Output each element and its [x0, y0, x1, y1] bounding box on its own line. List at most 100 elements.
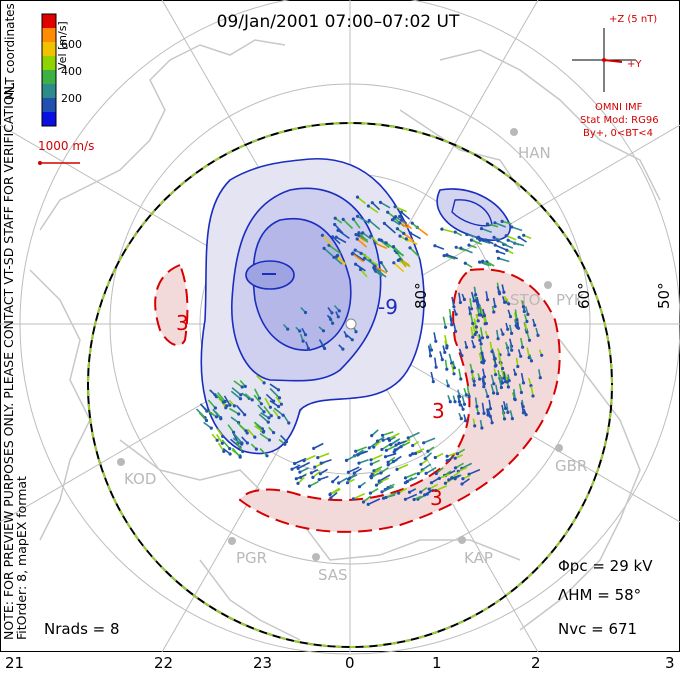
velocity-vector-origin [522, 233, 526, 237]
velocity-vector-origin [445, 344, 449, 348]
velocity-vector [405, 238, 418, 246]
velocity-vector [321, 234, 332, 246]
velocity-vector [394, 205, 407, 213]
pole-marker [345, 318, 357, 330]
velocity-vector-origin [488, 407, 493, 411]
velocity-colorbar [41, 13, 57, 127]
velocity-vector-origin [446, 384, 450, 388]
velocity-vector-origin [461, 407, 465, 411]
velocity-vector [470, 313, 474, 324]
velocity-vector-origin [312, 446, 316, 450]
velocity-vector-origin [476, 411, 480, 415]
velocity-vector-origin [452, 372, 456, 376]
contour-label-negative: -9 [378, 295, 398, 319]
preview-notice: NOTE: FOR PREVIEW PURPOSES ONLY. PLEASE … [1, 82, 16, 640]
velocity-vector [493, 355, 497, 366]
hm-boundary [87, 122, 613, 648]
velocity-vector [263, 405, 272, 417]
velocity-vector-origin [493, 221, 497, 225]
mlt-label-0: 0 [345, 654, 355, 672]
velocity-vector-origin [331, 235, 335, 239]
velocity-vector-origin [318, 472, 322, 476]
colorbar-swatch [42, 56, 56, 70]
velocity-vector-origin [517, 235, 521, 239]
velocity-vector-origin [486, 298, 490, 302]
velocity-vector-origin [413, 451, 418, 456]
velocity-vector-origin [480, 426, 484, 430]
velocity-vector [273, 407, 284, 416]
velocity-vector [395, 440, 407, 446]
velocity-vector-origin [423, 456, 427, 461]
velocity-vector-origin [505, 248, 509, 252]
map-title: 09/Jan/2001 07:00–07:02 UT [217, 12, 460, 32]
velocity-vector-origin [266, 420, 270, 424]
velocity-vector-origin [482, 375, 487, 379]
velocity-vector-origin [372, 469, 376, 473]
velocity-vector [328, 244, 342, 255]
velocity-vector [318, 475, 329, 481]
velocity-vector-origin [411, 443, 415, 448]
velocity-vector-origin [279, 402, 283, 406]
velocity-vector-origin [502, 417, 507, 421]
velocity-vector-origin [506, 385, 510, 389]
lambda-hm-label: ΛHM = 58° [558, 586, 641, 604]
velocity-vector-origin [219, 417, 223, 421]
velocity-vector [505, 343, 510, 355]
velocity-vector [296, 474, 307, 480]
velocity-vector [338, 477, 348, 484]
radar-site-pyk: PYK [556, 291, 585, 309]
velocity-vector-origin [221, 434, 225, 438]
velocity-vector-origin [492, 310, 496, 314]
velocity-vector-origin [443, 481, 447, 485]
velocity-vector-origin [498, 292, 502, 296]
velocity-vector-origin [445, 459, 449, 463]
velocity-vector-origin [319, 461, 323, 465]
velocity-vector-origin [357, 461, 361, 465]
velocity-vector-origin [309, 471, 313, 475]
velocity-vector-origin [503, 300, 507, 304]
velocity-vector [446, 452, 457, 457]
velocity-vector [334, 223, 344, 234]
velocity-vector-origin [298, 329, 302, 333]
velocity-vector [198, 412, 208, 422]
velocity-vector-origin [345, 334, 349, 338]
velocity-vector-origin [294, 477, 298, 481]
velocity-vector-origin [321, 344, 325, 348]
velocity-vector [421, 463, 432, 471]
velocity-vector [370, 454, 383, 461]
velocity-vector-origin [496, 239, 500, 243]
velocity-vector-origin [453, 400, 457, 404]
velocity-vector-origin [354, 449, 358, 453]
velocity-vector-origin [495, 392, 500, 396]
velocity-vector-origin [306, 346, 310, 351]
velocity-vector-origin [302, 459, 306, 463]
velocity-vector-origin [485, 222, 489, 226]
velocity-vector-origin [380, 447, 384, 452]
velocity-vector-origin [467, 243, 471, 247]
velocity-vector [374, 268, 387, 278]
velocity-vector [405, 472, 417, 479]
velocity-vector [407, 431, 420, 439]
velocity-vector-origin [303, 333, 308, 337]
velocity-vector [235, 441, 244, 452]
velocity-vector-origin [313, 465, 317, 469]
velocity-vector [254, 425, 264, 433]
velocity-vector-origin [419, 490, 423, 494]
velocity-vector [346, 454, 357, 462]
velocity-vector-origin [490, 349, 494, 354]
velocity-vector-origin [483, 322, 487, 326]
velocity-vector-origin [367, 446, 371, 450]
velocity-vector-origin [346, 470, 350, 474]
velocity-vector-origin [476, 319, 480, 323]
velocity-vector [385, 452, 397, 458]
velocity-vector-origin [470, 370, 474, 374]
velocity-vector-origin [462, 297, 466, 302]
velocity-vector-origin [521, 411, 526, 415]
velocity-vector-origin [403, 497, 407, 501]
velocity-vector-origin [426, 449, 430, 453]
velocity-vector [423, 437, 436, 444]
velocity-vector-origin [408, 246, 412, 250]
velocity-vector [357, 196, 366, 205]
velocity-vector [478, 305, 482, 316]
